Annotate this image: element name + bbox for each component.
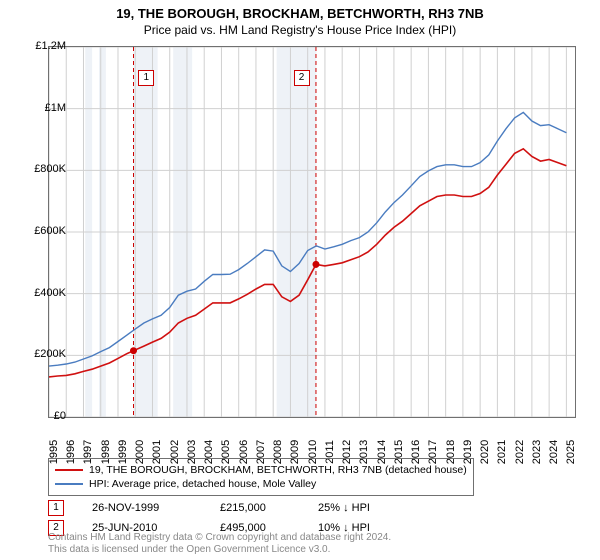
legend-row-property: 19, THE BOROUGH, BROCKHAM, BETCHWORTH, R… bbox=[55, 463, 467, 477]
x-tick-label: 2023 bbox=[531, 440, 543, 464]
sale-price-1: £215,000 bbox=[220, 502, 290, 514]
chart-marker-box: 1 bbox=[138, 70, 154, 86]
legend-label-property: 19, THE BOROUGH, BROCKHAM, BETCHWORTH, R… bbox=[89, 464, 467, 476]
y-tick-label: £600K bbox=[24, 225, 66, 237]
x-tick-label: 2022 bbox=[514, 440, 526, 464]
y-tick-label: £400K bbox=[24, 287, 66, 299]
footer-line-1: Contains HM Land Registry data © Crown c… bbox=[48, 532, 391, 544]
legend-swatch-hpi bbox=[55, 483, 83, 485]
plot-area bbox=[48, 46, 576, 418]
x-tick-label: 2021 bbox=[496, 440, 508, 464]
x-tick-label: 2025 bbox=[565, 440, 577, 464]
sale-marker-1: 1 bbox=[48, 500, 64, 516]
chart-container: 19, THE BOROUGH, BROCKHAM, BETCHWORTH, R… bbox=[0, 0, 600, 560]
sale-date-1: 26-NOV-1999 bbox=[92, 502, 192, 514]
y-tick-label: £200K bbox=[24, 348, 66, 360]
sale-row-1: 1 26-NOV-1999 £215,000 25% ↓ HPI bbox=[48, 500, 370, 516]
y-tick-label: £1.2M bbox=[24, 40, 66, 52]
x-tick-label: 2024 bbox=[548, 440, 560, 464]
x-tick-label: 2020 bbox=[479, 440, 491, 464]
y-tick-label: £800K bbox=[24, 163, 66, 175]
sale-delta-1: 25% ↓ HPI bbox=[318, 502, 370, 514]
y-tick-label: £0 bbox=[24, 410, 66, 422]
legend: 19, THE BOROUGH, BROCKHAM, BETCHWORTH, R… bbox=[48, 458, 474, 496]
y-tick-label: £1M bbox=[24, 102, 66, 114]
chart-marker-box: 2 bbox=[294, 70, 310, 86]
legend-row-hpi: HPI: Average price, detached house, Mole… bbox=[55, 477, 467, 491]
footer-line-2: This data is licensed under the Open Gov… bbox=[48, 544, 391, 556]
legend-label-hpi: HPI: Average price, detached house, Mole… bbox=[89, 478, 316, 490]
chart-subtitle: Price paid vs. HM Land Registry's House … bbox=[0, 21, 600, 37]
plot-svg bbox=[49, 47, 575, 417]
legend-swatch-property bbox=[55, 469, 83, 471]
chart-title: 19, THE BOROUGH, BROCKHAM, BETCHWORTH, R… bbox=[0, 0, 600, 21]
footer: Contains HM Land Registry data © Crown c… bbox=[48, 532, 391, 556]
